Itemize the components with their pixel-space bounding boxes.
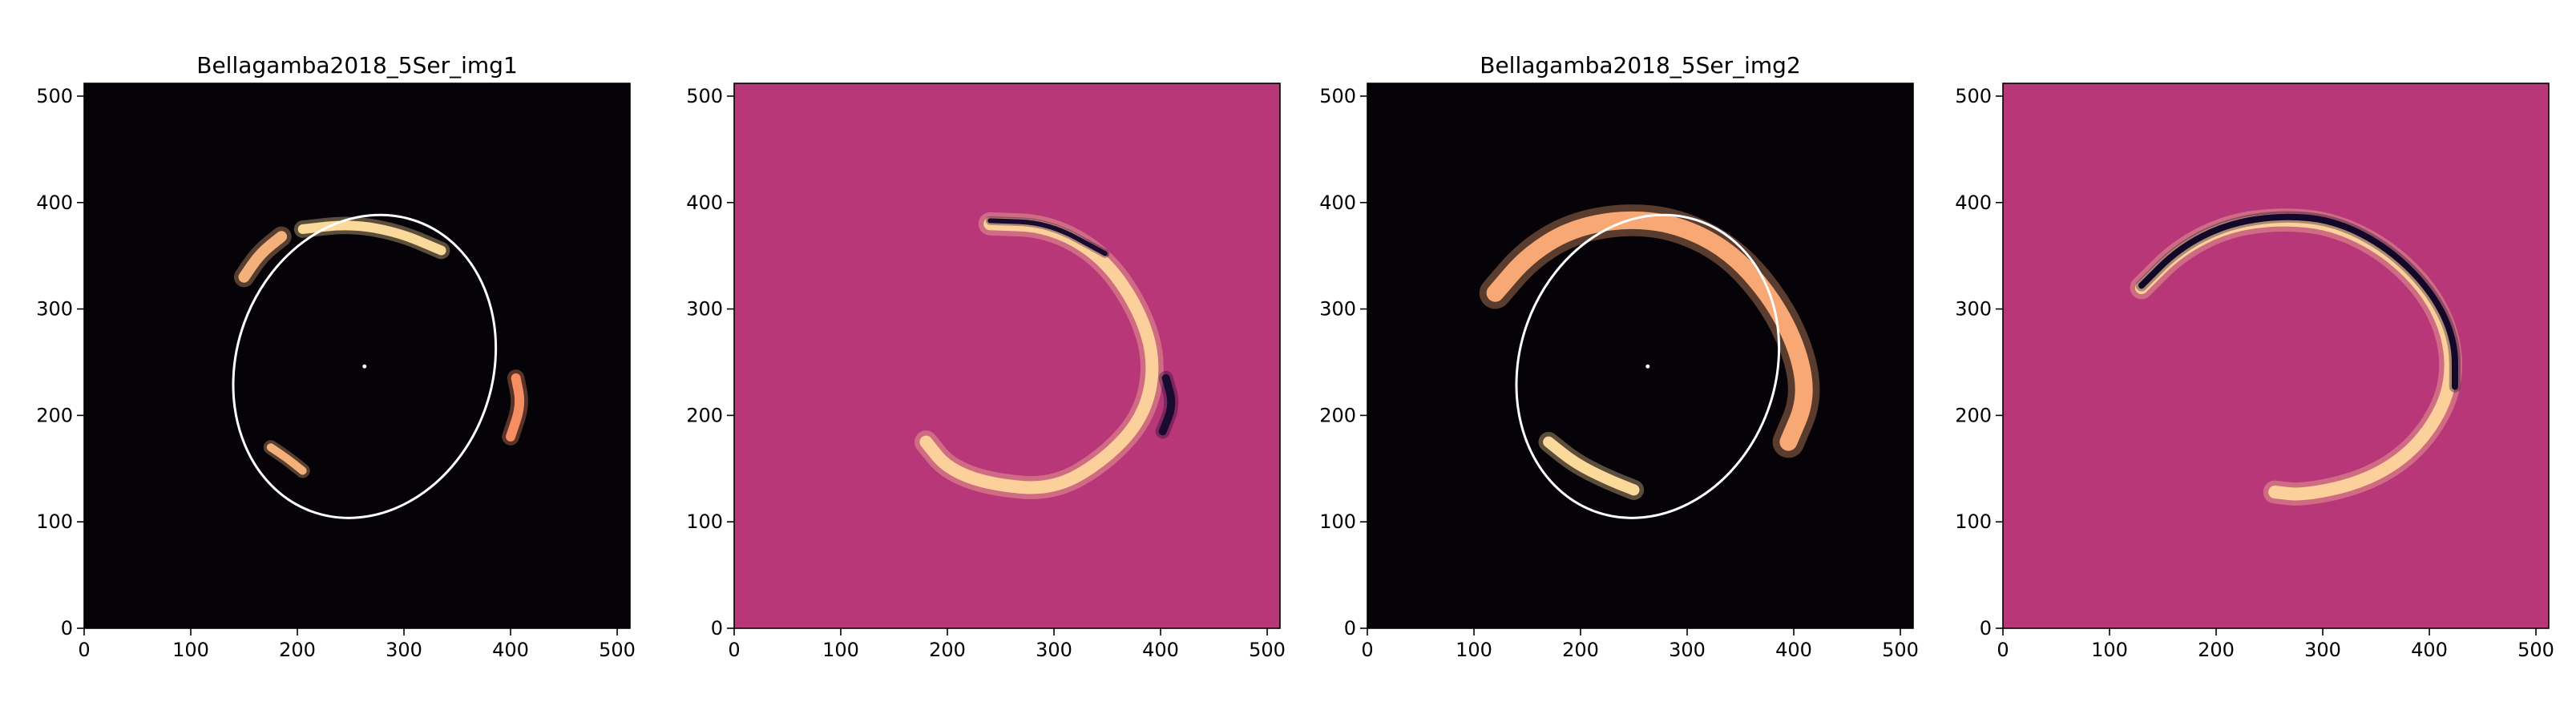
arc-2 — [987, 218, 1108, 256]
arc-2 — [297, 220, 446, 256]
image-background — [84, 83, 630, 628]
x-tick-label: 200 — [929, 639, 966, 661]
y-tick-label: 200 — [686, 404, 723, 426]
x-tick-label: 300 — [1036, 639, 1072, 661]
x-tick-label: 0 — [1361, 639, 1373, 661]
y-tick-label: 200 — [1319, 404, 1356, 426]
lens-center-dot — [1645, 364, 1650, 369]
y-tick-label: 0 — [61, 617, 73, 639]
x-tick-label: 500 — [2517, 639, 2554, 661]
arc-1 — [919, 217, 1159, 494]
y-tick-label: 300 — [1955, 298, 1992, 321]
y-tick-label: 100 — [1955, 510, 1992, 533]
x-tick-label: 400 — [1775, 639, 1812, 661]
y-tick-label: 300 — [36, 298, 73, 321]
panel-title: Bellagamba2018_5Ser_img1 — [196, 52, 518, 79]
x-tick-label: 200 — [279, 639, 316, 661]
image-background — [734, 83, 1280, 628]
y-tick-label: 200 — [36, 404, 73, 426]
x-tick-label: 300 — [386, 639, 422, 661]
arc-1 — [238, 231, 288, 283]
image-background — [2003, 83, 2549, 628]
y-tick-label: 500 — [36, 85, 73, 107]
x-tick-label: 100 — [172, 639, 209, 661]
arc-4 — [266, 443, 307, 475]
y-tick-label: 0 — [1980, 617, 1992, 639]
panel-3: 0 100 200 300 400 500 0 100 200 300 400 500 Bellagam… — [1319, 52, 1919, 661]
image-content — [1479, 204, 1820, 519]
x-tick-label: 400 — [2411, 639, 2448, 661]
y-tick-label: 400 — [1319, 192, 1356, 214]
x-tick-label: 300 — [2304, 639, 2341, 661]
x-tick-label: 0 — [1997, 639, 2009, 661]
x-tick-label: 300 — [1669, 639, 1706, 661]
y-tick-label: 400 — [686, 192, 723, 214]
panel-title: Bellagamba2018_5Ser_img2 — [1480, 52, 1801, 79]
image-content — [2130, 208, 2463, 506]
x-tick-label: 200 — [2198, 639, 2235, 661]
x-tick-label: 0 — [78, 639, 90, 661]
critical-curve-ellipse — [232, 213, 498, 519]
x-tick-label: 200 — [1562, 639, 1599, 661]
panel-2: 0 100 200 300 400 500 0 100 200 300 400 500 — [686, 83, 1286, 661]
y-tick-label: 500 — [686, 85, 723, 107]
x-tick-label: 100 — [822, 639, 859, 661]
image-background — [1367, 83, 1913, 628]
lens-center-dot — [362, 364, 367, 369]
arc-2 — [2138, 213, 2458, 390]
critical-curve-ellipse — [1515, 213, 1781, 519]
arc-2 — [1543, 436, 1640, 496]
x-tick-label: 500 — [1882, 639, 1919, 661]
y-tick-label: 0 — [1344, 617, 1356, 639]
image-content — [232, 213, 528, 519]
x-tick-label: 100 — [1456, 639, 1492, 661]
y-tick-label: 200 — [1955, 404, 1992, 426]
image-content — [915, 212, 1179, 499]
arc-3 — [1158, 373, 1176, 436]
x-tick-label: 500 — [599, 639, 636, 661]
x-tick-label: 0 — [728, 639, 740, 661]
y-tick-label: 300 — [686, 298, 723, 321]
axes-frame — [1367, 83, 1914, 629]
x-tick-label: 100 — [2091, 639, 2128, 661]
y-tick-label: 300 — [1319, 298, 1356, 321]
y-tick-label: 0 — [711, 617, 723, 639]
panel-1: 0 100 200 300 400 500 0 100 200 300 400 500 Bellagam… — [36, 52, 636, 661]
y-tick-label: 500 — [1319, 85, 1356, 107]
y-tick-label: 100 — [686, 510, 723, 533]
y-tick-label: 400 — [36, 192, 73, 214]
y-tick-label: 500 — [1955, 85, 1992, 107]
axes-frame — [2002, 83, 2550, 629]
x-tick-label: 400 — [492, 639, 529, 661]
y-tick-label: 400 — [1955, 192, 1992, 214]
x-tick-label: 400 — [1142, 639, 1179, 661]
arc-3 — [506, 373, 525, 442]
arc-1 — [1486, 211, 1813, 451]
y-tick-label: 100 — [1319, 510, 1356, 533]
panel-4: 0 100 200 300 400 500 0 100 200 300 400 500 — [1955, 83, 2554, 661]
x-tick-label: 500 — [1249, 639, 1286, 661]
axes-frame — [733, 83, 1281, 629]
y-tick-label: 100 — [36, 510, 73, 533]
axes-frame — [83, 83, 631, 629]
